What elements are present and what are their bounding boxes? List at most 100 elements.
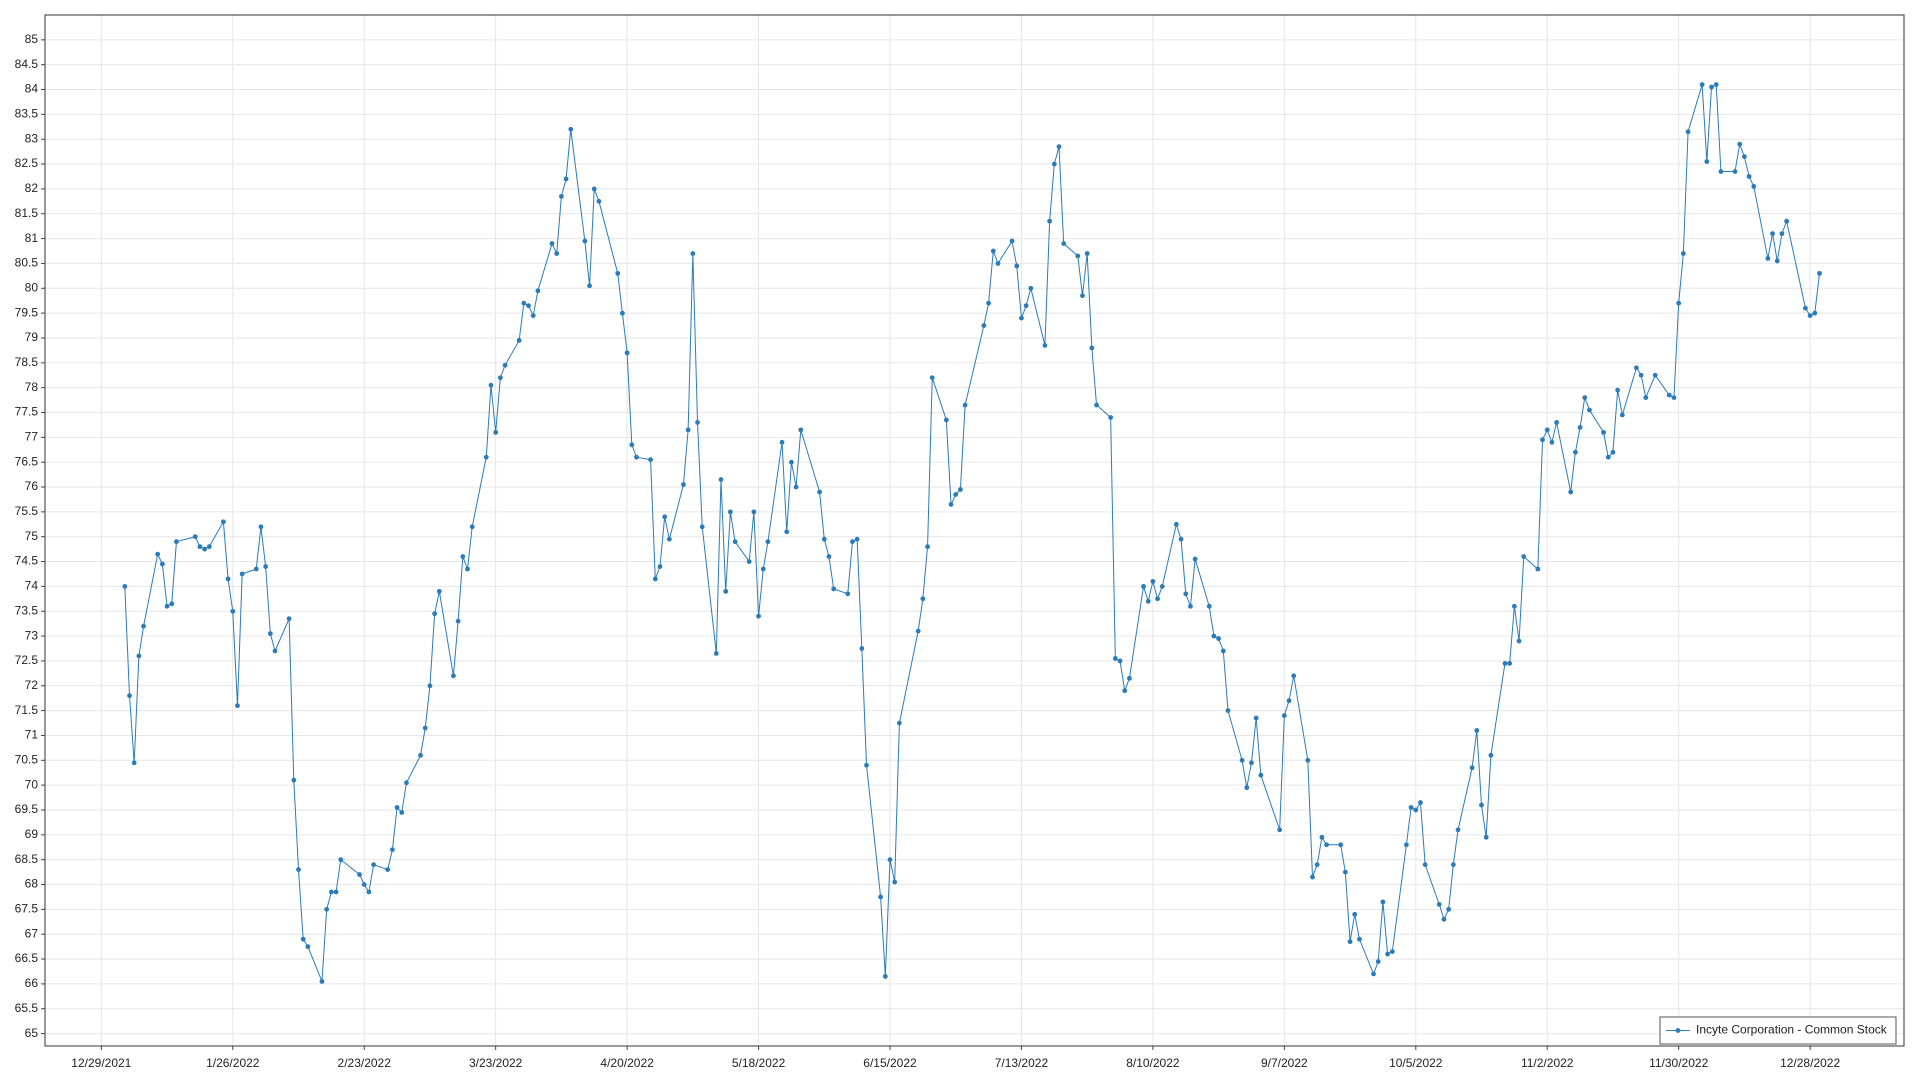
data-point [723, 588, 729, 594]
data-point [1244, 785, 1250, 791]
legend-box [1659, 1016, 1897, 1045]
data-point [746, 559, 752, 564]
data-point [1544, 427, 1550, 433]
data-point [1803, 305, 1808, 311]
data-point [1511, 603, 1517, 609]
data-point [1469, 765, 1475, 771]
data-point [789, 459, 794, 465]
data-point [1112, 656, 1118, 661]
data-point [1479, 802, 1484, 808]
data-point [1108, 415, 1114, 420]
x-tick-label: 11/2/2022 [1521, 1056, 1574, 1070]
data-point [136, 653, 142, 659]
y-tick-label: 74.5 [15, 554, 39, 568]
data-point [817, 489, 822, 495]
data-point [765, 539, 771, 545]
data-point [220, 519, 226, 525]
data-point [1455, 827, 1461, 833]
data-point [1281, 713, 1287, 718]
data-point [751, 509, 757, 515]
data-point [1014, 263, 1020, 269]
data-point [1310, 874, 1315, 880]
data-point [591, 186, 597, 192]
y-tick-label: 77.5 [15, 405, 39, 419]
data-point [1685, 129, 1691, 135]
data-point [1737, 141, 1743, 147]
data-point [1216, 636, 1222, 641]
data-point [587, 283, 592, 289]
data-point [929, 375, 935, 381]
data-point [1042, 343, 1048, 348]
y-tick-label: 75 [25, 529, 39, 543]
data-point [483, 454, 489, 460]
data-point [432, 611, 438, 617]
data-point [1765, 256, 1771, 261]
data-point [502, 362, 508, 368]
data-point [389, 847, 395, 853]
data-point [159, 561, 165, 567]
data-point [850, 539, 855, 545]
data-point [1286, 698, 1292, 704]
data-point [1127, 675, 1132, 681]
data-point [455, 618, 461, 624]
data-point [488, 382, 494, 388]
data-point [1704, 159, 1710, 164]
data-point [460, 554, 466, 559]
data-point [652, 576, 658, 582]
data-point [1225, 708, 1231, 714]
data-point [882, 974, 888, 979]
data-point [1582, 395, 1588, 400]
y-tick-label: 73.5 [15, 603, 39, 617]
data-point [1150, 579, 1156, 584]
data-point [1319, 834, 1325, 840]
data-point [235, 703, 240, 709]
data-point [892, 879, 898, 885]
data-point [1084, 251, 1090, 256]
y-tick-label: 80 [25, 280, 39, 294]
y-tick-label: 65.5 [15, 1001, 39, 1015]
data-point [1023, 303, 1029, 309]
data-point [1385, 951, 1391, 957]
data-point [296, 867, 301, 873]
data-point [648, 457, 653, 463]
data-point [1056, 144, 1062, 150]
series-line [124, 83, 1820, 982]
data-point [1784, 218, 1790, 224]
data-point [657, 564, 663, 569]
data-point [1277, 827, 1283, 833]
x-tick-label: 3/23/2022 [469, 1056, 523, 1070]
data-point [1347, 939, 1353, 945]
data-point [206, 544, 212, 550]
data-point [394, 805, 400, 810]
legend-label: Incyte Corporation - Common Stock [1696, 1023, 1888, 1037]
y-tick-label: 67 [25, 926, 39, 940]
data-point [624, 350, 630, 356]
data-point [399, 810, 405, 815]
data-point [1699, 82, 1705, 87]
data-point [690, 251, 696, 256]
data-point [1173, 521, 1179, 527]
data-point [174, 539, 179, 545]
y-tick-label: 78 [25, 380, 39, 394]
data-point [1305, 757, 1311, 763]
legend-marker [1675, 1028, 1681, 1033]
data-point [1666, 392, 1672, 398]
data-point [1634, 365, 1639, 371]
data-point [1638, 372, 1644, 378]
data-point [620, 310, 625, 316]
data-point [1019, 315, 1024, 321]
y-tick-label: 71.5 [15, 703, 39, 717]
data-point [1605, 454, 1611, 460]
data-point [1094, 402, 1099, 408]
y-tick-label: 79 [25, 330, 39, 344]
data-point [300, 936, 306, 942]
y-tick-label: 82.5 [15, 156, 39, 170]
data-point [1075, 253, 1081, 259]
data-point [1671, 395, 1677, 400]
data-point [1145, 598, 1151, 604]
data-point [563, 176, 569, 182]
data-point [1380, 899, 1386, 905]
data-point [1718, 169, 1724, 174]
y-tick-label: 84.5 [15, 57, 39, 71]
